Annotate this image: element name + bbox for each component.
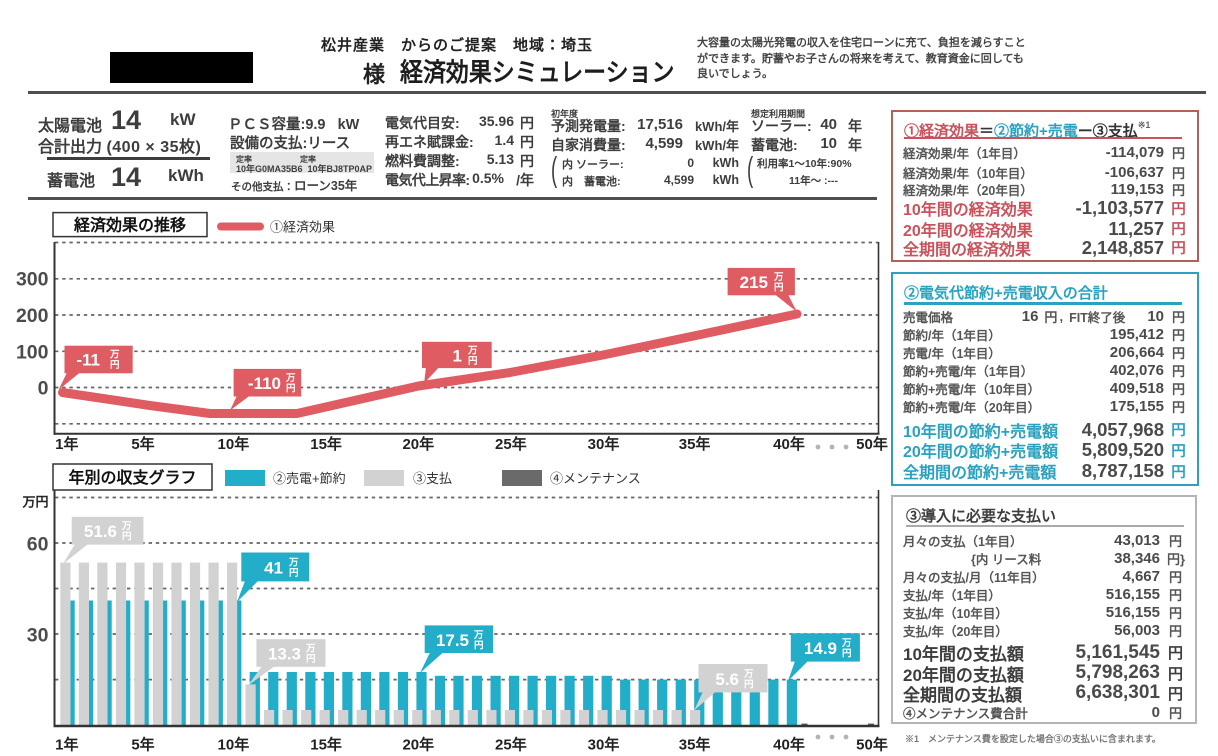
svg-text:万: 万 [305,644,316,655]
svg-text:25年: 25年 [495,435,527,453]
svg-text:万: 万 [121,521,132,532]
svg-text:④メンテナンス: ④メンテナンス [550,471,641,486]
svg-text:-110: -110 [248,374,281,393]
svg-text:経済効果の推移: 経済効果の推移 [73,216,186,235]
svg-text:51.6: 51.6 [84,522,117,541]
svg-text:1年: 1年 [55,435,78,453]
svg-text:5年: 5年 [131,435,154,453]
svg-text:300: 300 [16,268,49,290]
svg-text:30: 30 [27,624,49,646]
svg-text:50年: 50年 [856,435,888,453]
svg-text:30年: 30年 [588,435,620,453]
svg-text:20年: 20年 [402,435,434,453]
svg-text:円: 円 [306,654,316,665]
svg-text:円: 円 [744,679,754,690]
svg-text:年別の収支グラフ: 年別の収支グラフ [68,468,196,487]
svg-text:③支払: ③支払 [413,471,452,486]
svg-text:35年: 35年 [679,435,711,453]
svg-text:万: 万 [285,373,296,384]
svg-text:万: 万 [467,345,478,356]
svg-text:万: 万 [288,558,299,569]
svg-text:-11: -11 [76,351,100,370]
svg-text:万円: 万円 [21,495,48,510]
svg-text:14.9: 14.9 [804,639,837,658]
svg-text:1: 1 [453,346,462,365]
svg-text:円: 円 [122,532,132,543]
svg-text:40年: 40年 [773,435,805,453]
svg-text:100: 100 [16,342,49,364]
svg-text:②売電+節約: ②売電+節約 [273,471,346,486]
svg-text:13.3: 13.3 [268,645,301,664]
svg-text:41: 41 [264,559,283,578]
svg-text:円: 円 [474,640,484,651]
svg-text:15年: 15年 [310,435,342,453]
svg-text:60: 60 [27,534,49,556]
svg-text:円: 円 [110,360,120,371]
svg-text:万: 万 [743,669,754,680]
svg-text:①経済効果: ①経済効果 [270,220,335,235]
svg-text:1年: 1年 [55,736,78,754]
svg-text:20年: 20年 [402,736,434,754]
svg-text:円: 円 [774,282,784,293]
svg-text:円: 円 [286,383,296,394]
svg-text:5.6: 5.6 [715,670,739,689]
svg-text:5年: 5年 [131,736,154,754]
svg-text:35年: 35年 [679,736,711,754]
svg-text:25年: 25年 [495,736,527,754]
svg-text:17.5: 17.5 [436,631,469,650]
svg-text:200: 200 [16,305,49,327]
svg-text:円: 円 [289,568,299,579]
svg-text:万: 万 [473,630,484,641]
svg-text:10年: 10年 [218,435,250,453]
svg-text:30年: 30年 [588,736,620,754]
svg-text:円: 円 [468,356,478,367]
svg-text:40年: 40年 [773,736,805,754]
svg-text:万: 万 [773,272,784,283]
svg-text:万: 万 [109,350,120,361]
svg-text:万: 万 [841,638,852,649]
svg-text:15年: 15年 [310,736,342,754]
svg-text:円: 円 [842,649,852,660]
svg-text:10年: 10年 [218,736,250,754]
svg-text:50年: 50年 [856,736,888,754]
svg-text:215: 215 [740,273,768,292]
svg-text:0: 0 [38,377,49,399]
